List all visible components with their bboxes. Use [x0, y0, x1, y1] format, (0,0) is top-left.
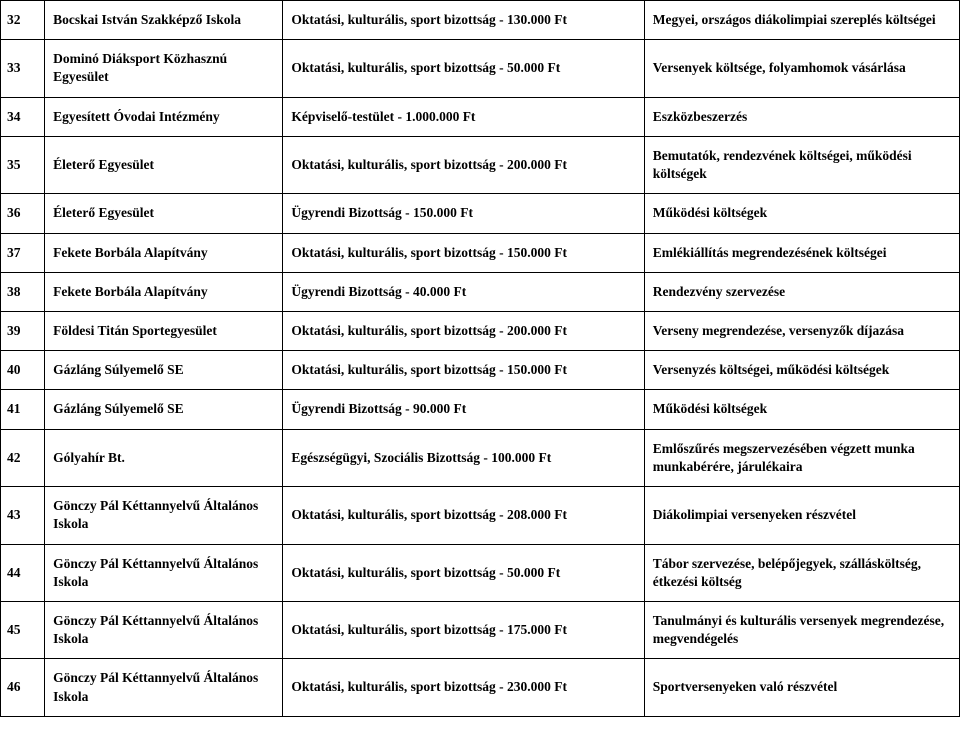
purpose-cell: Tanulmányi és kulturális versenyek megre…	[644, 601, 959, 658]
table-row: 38Fekete Borbála AlapítványÜgyrendi Bizo…	[1, 272, 960, 311]
organization-cell: Gázláng Súlyemelő SE	[45, 390, 283, 429]
organization-cell: Bocskai István Szakképző Iskola	[45, 1, 283, 40]
purpose-cell: Tábor szervezése, belépőjegyek, szállásk…	[644, 544, 959, 601]
purpose-cell: Verseny megrendezése, versenyzők díjazás…	[644, 311, 959, 350]
committee-cell: Oktatási, kulturális, sport bizottság - …	[283, 659, 644, 716]
table-row: 42Gólyahír Bt.Egészségügyi, Szociális Bi…	[1, 429, 960, 486]
funding-table: 32Bocskai István Szakképző IskolaOktatás…	[0, 0, 960, 717]
organization-cell: Gázláng Súlyemelő SE	[45, 351, 283, 390]
table-row: 37Fekete Borbála AlapítványOktatási, kul…	[1, 233, 960, 272]
table-row: 41Gázláng Súlyemelő SEÜgyrendi Bizottság…	[1, 390, 960, 429]
row-number: 43	[1, 487, 45, 544]
row-number: 36	[1, 194, 45, 233]
organization-cell: Földesi Titán Sportegyesület	[45, 311, 283, 350]
purpose-cell: Sportversenyeken való részvétel	[644, 659, 959, 716]
document-page: 32Bocskai István Szakképző IskolaOktatás…	[0, 0, 960, 717]
organization-cell: Egyesített Óvodai Intézmény	[45, 97, 283, 136]
purpose-cell: Rendezvény szervezése	[644, 272, 959, 311]
organization-cell: Gólyahír Bt.	[45, 429, 283, 486]
row-number: 42	[1, 429, 45, 486]
organization-cell: Gönczy Pál Kéttannyelvű Általános Iskola	[45, 487, 283, 544]
table-row: 43Gönczy Pál Kéttannyelvű Általános Isko…	[1, 487, 960, 544]
row-number: 46	[1, 659, 45, 716]
purpose-cell: Diákolimpiai versenyeken részvétel	[644, 487, 959, 544]
row-number: 35	[1, 136, 45, 193]
table-row: 34Egyesített Óvodai IntézményKépviselő-t…	[1, 97, 960, 136]
table-row: 45Gönczy Pál Kéttannyelvű Általános Isko…	[1, 601, 960, 658]
row-number: 34	[1, 97, 45, 136]
purpose-cell: Megyei, országos diákolimpiai szereplés …	[644, 1, 959, 40]
purpose-cell: Versenyek költsége, folyamhomok vásárlás…	[644, 40, 959, 97]
organization-cell: Gönczy Pál Kéttannyelvű Általános Iskola	[45, 544, 283, 601]
organization-cell: Dominó Diáksport Közhasznú Egyesület	[45, 40, 283, 97]
purpose-cell: Működési költségek	[644, 194, 959, 233]
organization-cell: Életerő Egyesület	[45, 136, 283, 193]
committee-cell: Képviselő-testület - 1.000.000 Ft	[283, 97, 644, 136]
organization-cell: Fekete Borbála Alapítvány	[45, 272, 283, 311]
row-number: 32	[1, 1, 45, 40]
committee-cell: Oktatási, kulturális, sport bizottság - …	[283, 351, 644, 390]
row-number: 40	[1, 351, 45, 390]
purpose-cell: Emlőszűrés megszervezésében végzett munk…	[644, 429, 959, 486]
committee-cell: Oktatási, kulturális, sport bizottság - …	[283, 487, 644, 544]
row-number: 45	[1, 601, 45, 658]
committee-cell: Oktatási, kulturális, sport bizottság - …	[283, 544, 644, 601]
committee-cell: Ügyrendi Bizottság - 90.000 Ft	[283, 390, 644, 429]
table-row: 33Dominó Diáksport Közhasznú EgyesületOk…	[1, 40, 960, 97]
organization-cell: Gönczy Pál Kéttannyelvű Általános Iskola	[45, 601, 283, 658]
committee-cell: Oktatási, kulturális, sport bizottság - …	[283, 311, 644, 350]
organization-cell: Fekete Borbála Alapítvány	[45, 233, 283, 272]
committee-cell: Oktatási, kulturális, sport bizottság - …	[283, 1, 644, 40]
row-number: 41	[1, 390, 45, 429]
committee-cell: Oktatási, kulturális, sport bizottság - …	[283, 136, 644, 193]
committee-cell: Ügyrendi Bizottság - 150.000 Ft	[283, 194, 644, 233]
committee-cell: Oktatási, kulturális, sport bizottság - …	[283, 40, 644, 97]
committee-cell: Egészségügyi, Szociális Bizottság - 100.…	[283, 429, 644, 486]
purpose-cell: Működési költségek	[644, 390, 959, 429]
purpose-cell: Emlékiállítás megrendezésének költségei	[644, 233, 959, 272]
organization-cell: Életerő Egyesület	[45, 194, 283, 233]
table-row: 39Földesi Titán SportegyesületOktatási, …	[1, 311, 960, 350]
committee-cell: Oktatási, kulturális, sport bizottság - …	[283, 233, 644, 272]
table-row: 46Gönczy Pál Kéttannyelvű Általános Isko…	[1, 659, 960, 716]
row-number: 44	[1, 544, 45, 601]
table-row: 44Gönczy Pál Kéttannyelvű Általános Isko…	[1, 544, 960, 601]
row-number: 33	[1, 40, 45, 97]
row-number: 39	[1, 311, 45, 350]
table-row: 40Gázláng Súlyemelő SEOktatási, kulturál…	[1, 351, 960, 390]
row-number: 38	[1, 272, 45, 311]
purpose-cell: Bemutatók, rendezvének költségei, működé…	[644, 136, 959, 193]
table-row: 36Életerő EgyesületÜgyrendi Bizottság - …	[1, 194, 960, 233]
table-row: 35Életerő EgyesületOktatási, kulturális,…	[1, 136, 960, 193]
committee-cell: Ügyrendi Bizottság - 40.000 Ft	[283, 272, 644, 311]
table-row: 32Bocskai István Szakképző IskolaOktatás…	[1, 1, 960, 40]
purpose-cell: Versenyzés költségei, működési költségek	[644, 351, 959, 390]
row-number: 37	[1, 233, 45, 272]
organization-cell: Gönczy Pál Kéttannyelvű Általános Iskola	[45, 659, 283, 716]
committee-cell: Oktatási, kulturális, sport bizottság - …	[283, 601, 644, 658]
purpose-cell: Eszközbeszerzés	[644, 97, 959, 136]
